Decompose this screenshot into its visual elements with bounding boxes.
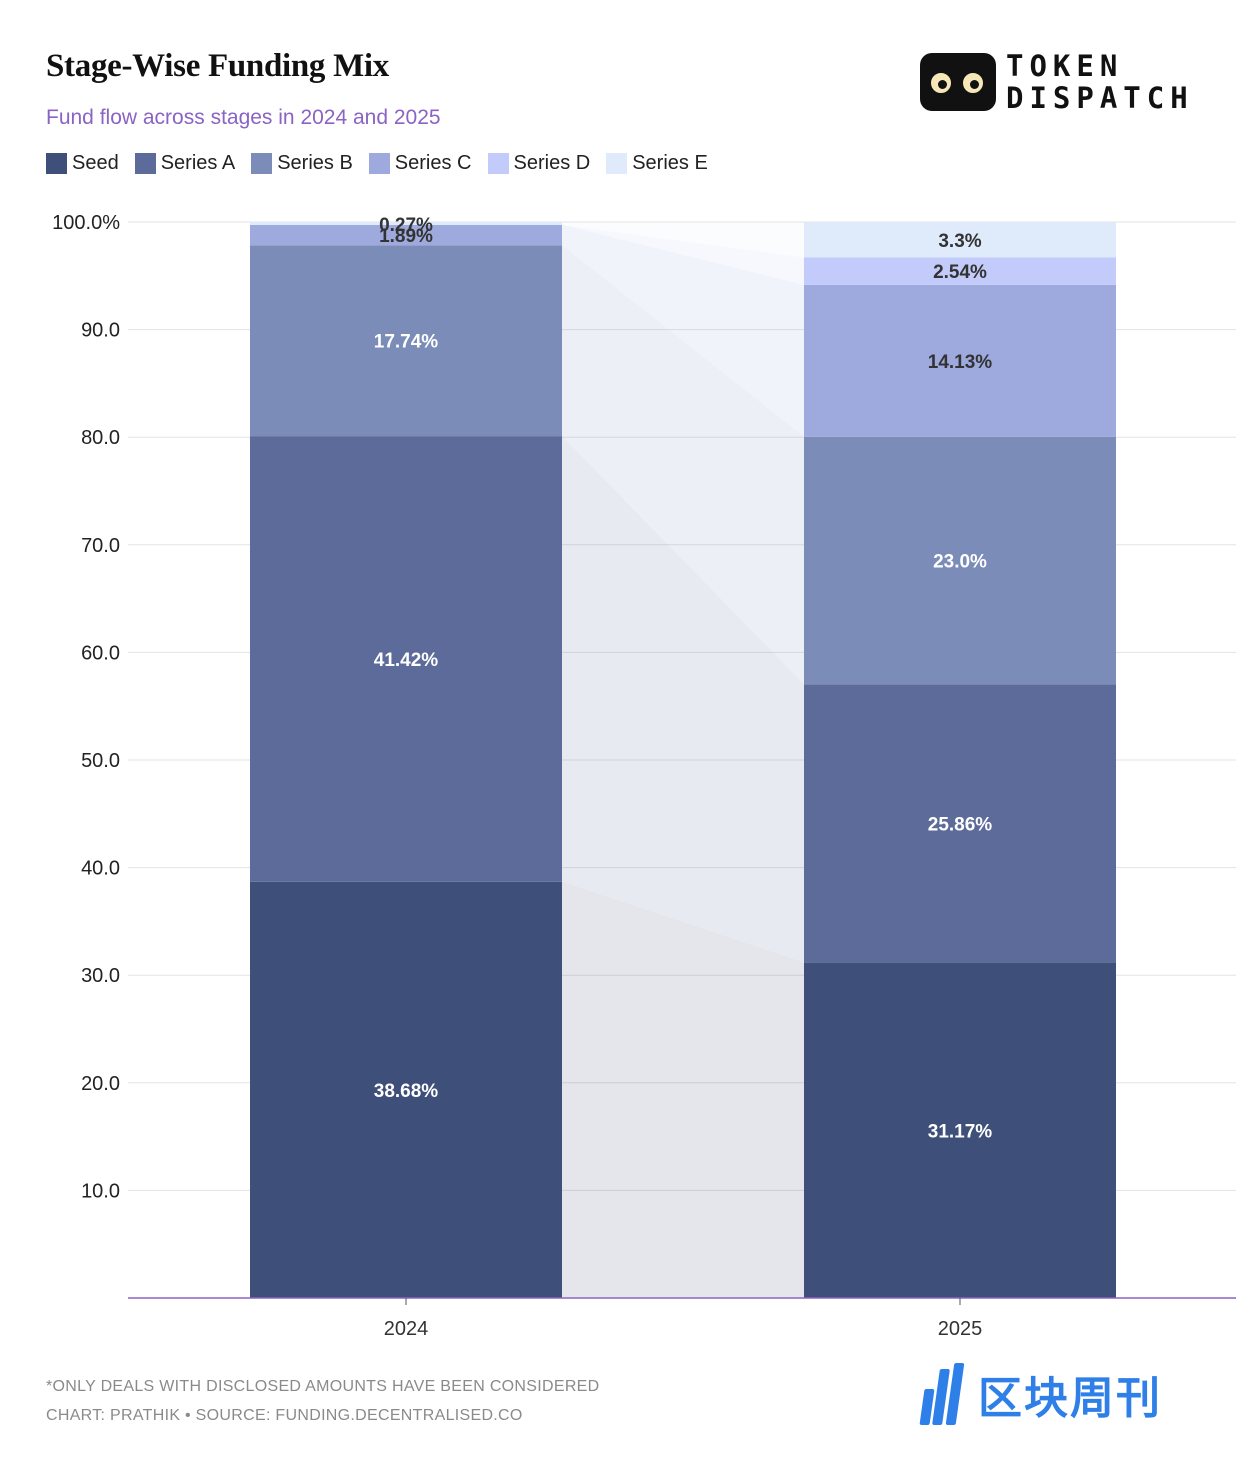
watermark: 区块周刊	[918, 1362, 1162, 1426]
legend-label: Seed	[72, 152, 119, 174]
logo-wordmark: TOKEN DISPATCH	[1006, 50, 1194, 114]
legend-item: Series D	[487, 152, 591, 175]
data-label: 1.89%	[379, 226, 433, 247]
data-label: 31.17%	[928, 1121, 993, 1142]
bar-segment	[804, 962, 1116, 1298]
legend-item: Series E	[606, 152, 708, 175]
legend-swatch	[606, 153, 628, 174]
legend-swatch	[251, 153, 273, 174]
data-label: 2.54%	[933, 262, 987, 283]
data-label: 23.0%	[933, 552, 987, 573]
chart-subtitle: Fund flow across stages in 2024 and 2025	[46, 106, 441, 129]
x-tick-label: 2024	[384, 1318, 429, 1340]
y-tick-label: 90.0	[81, 320, 120, 342]
legend-swatch	[487, 153, 509, 174]
y-tick-label: 30.0	[81, 965, 120, 987]
bar-segment	[804, 684, 1116, 963]
legend-item: Seed	[46, 152, 119, 175]
bar-segment	[250, 224, 562, 246]
bar-segment	[804, 284, 1116, 437]
bar-segment	[804, 436, 1116, 685]
footnote-disclosure: *ONLY DEALS WITH DISCLOSED AMOUNTS HAVE …	[46, 1378, 600, 1395]
chart-legend: Seed Series A Series B Series C Series D Seri…	[46, 152, 708, 175]
flow-band	[562, 245, 804, 685]
y-tick-label: 40.0	[81, 858, 120, 880]
glasses-logo-icon	[920, 53, 996, 111]
flow-band	[562, 881, 804, 1298]
footnote-credit: CHART: PRATHIK • SOURCE: FUNDING.DECENTR…	[46, 1407, 523, 1424]
bar-segment	[804, 257, 1116, 285]
legend-label: Series C	[394, 152, 472, 174]
logo-line-2: DISPATCH	[1006, 81, 1194, 115]
x-tick-label: 2025	[938, 1318, 983, 1340]
legend-label: Series E	[632, 152, 708, 174]
y-tick-label: 60.0	[81, 642, 120, 664]
y-tick-label: 80.0	[81, 427, 120, 449]
data-label: 3.3%	[938, 231, 981, 252]
data-label: 38.68%	[374, 1081, 439, 1102]
legend-label: Series D	[513, 152, 591, 174]
chart-title: Stage-Wise Funding Mix	[46, 48, 389, 84]
y-tick-label: 100.0%	[52, 212, 120, 234]
bar-segment	[804, 222, 1116, 258]
watermark-logo-icon	[918, 1363, 970, 1425]
legend-item: Series A	[134, 152, 236, 175]
data-label: 0.27%	[379, 215, 433, 236]
bar-segment	[250, 881, 562, 1298]
y-tick-label: 70.0	[81, 535, 120, 557]
stacked-bar-chart: 10.0 20.0 30.0 40.0 50.0 60.0 70.0 80.0 90.0 100.…	[52, 212, 1236, 1340]
y-tick-label: 20.0	[81, 1073, 120, 1095]
token-dispatch-logo: TOKEN DISPATCH	[920, 50, 1194, 114]
flow-band	[562, 222, 804, 258]
flow-band	[562, 224, 804, 437]
bar-segment	[250, 222, 562, 225]
legend-swatch	[368, 153, 390, 174]
legend-item: Series C	[368, 152, 472, 175]
bar-segment	[250, 436, 562, 882]
y-tick-label: 10.0	[81, 1180, 120, 1202]
legend-label: Series B	[277, 152, 353, 174]
data-label: 41.42%	[374, 650, 439, 671]
bar-segment	[250, 245, 562, 437]
logo-line-1: TOKEN	[1006, 49, 1124, 83]
y-tick-label: 50.0	[81, 750, 120, 772]
watermark-text: 区块周刊	[978, 1373, 1162, 1424]
flow-band	[562, 436, 804, 963]
legend-item: Series B	[251, 152, 353, 175]
data-label: 25.86%	[928, 814, 993, 835]
data-label: 14.13%	[928, 352, 993, 373]
legend-label: Series A	[160, 152, 236, 174]
data-label: 17.74%	[374, 332, 439, 353]
legend-swatch	[134, 153, 156, 174]
legend-swatch	[46, 153, 67, 174]
